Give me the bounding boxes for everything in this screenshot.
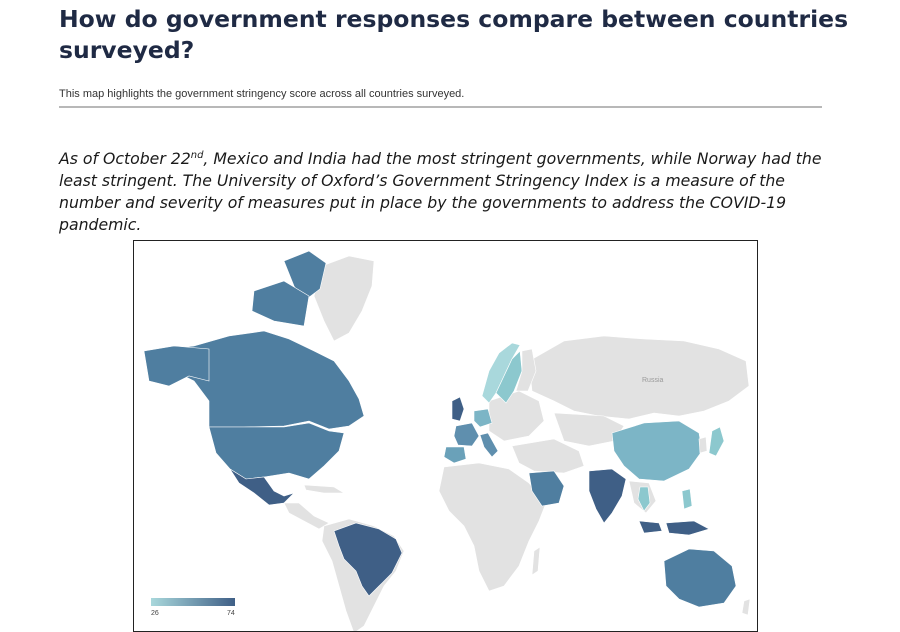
country-new-zealand[interactable] — [741, 598, 751, 616]
country-sweden[interactable] — [495, 350, 523, 404]
country-saudi-arabia[interactable] — [528, 470, 565, 507]
country-thailand[interactable] — [637, 486, 651, 512]
country-norway[interactable] — [481, 342, 521, 404]
legend-min-label: 26 — [151, 610, 159, 617]
country-greenland[interactable] — [313, 255, 375, 342]
country-korea[interactable] — [698, 436, 708, 454]
page-subtitle: This map highlights the government strin… — [59, 88, 465, 100]
country-cuba[interactable] — [303, 484, 346, 494]
country-united-kingdom[interactable] — [451, 396, 465, 422]
country-japan[interactable] — [708, 426, 725, 457]
region-label-russia: Russia — [642, 377, 664, 384]
country-middle-east[interactable] — [511, 438, 585, 474]
country-united-states[interactable] — [208, 422, 345, 480]
country-madagascar[interactable] — [531, 546, 541, 576]
country-mexico[interactable] — [229, 468, 295, 506]
country-indonesia[interactable] — [638, 520, 663, 534]
country-china[interactable] — [611, 420, 703, 482]
country-indonesia-east[interactable] — [665, 520, 710, 536]
country-eastern-europe[interactable] — [488, 390, 545, 442]
country-france[interactable] — [453, 422, 480, 447]
summary-paragraph: As of October 22nd, Mexico and India had… — [59, 148, 839, 236]
legend-gradient-bar — [151, 598, 235, 606]
country-germany[interactable] — [473, 408, 493, 428]
country-canada-main[interactable] — [153, 330, 365, 430]
color-legend: 26 74 — [147, 598, 237, 620]
summary-text-2: , Mexico and India had the most stringen… — [59, 149, 822, 234]
world-map-canvas — [143, 250, 751, 631]
country-finland[interactable] — [515, 348, 537, 392]
world-map[interactable]: Russia — [133, 240, 758, 632]
country-africa[interactable] — [438, 462, 547, 592]
country-central-america[interactable] — [283, 502, 330, 530]
summary-text-1: As of October 22 — [59, 149, 191, 168]
page-title: How do government responses compare betw… — [59, 5, 849, 64]
country-spain[interactable] — [443, 446, 467, 464]
summary-superscript: nd — [190, 149, 204, 161]
country-alaska[interactable] — [143, 345, 210, 387]
country-canada[interactable] — [283, 250, 327, 302]
country-india[interactable] — [588, 468, 627, 524]
country-australia[interactable] — [663, 548, 737, 608]
legend-max-label: 74 — [227, 610, 235, 617]
country-russia[interactable] — [528, 335, 750, 420]
divider — [59, 106, 822, 108]
country-italy[interactable] — [479, 432, 499, 458]
country-philippines[interactable] — [681, 488, 693, 510]
country-canada-islands[interactable] — [251, 280, 310, 327]
country-brazil[interactable] — [333, 522, 403, 597]
